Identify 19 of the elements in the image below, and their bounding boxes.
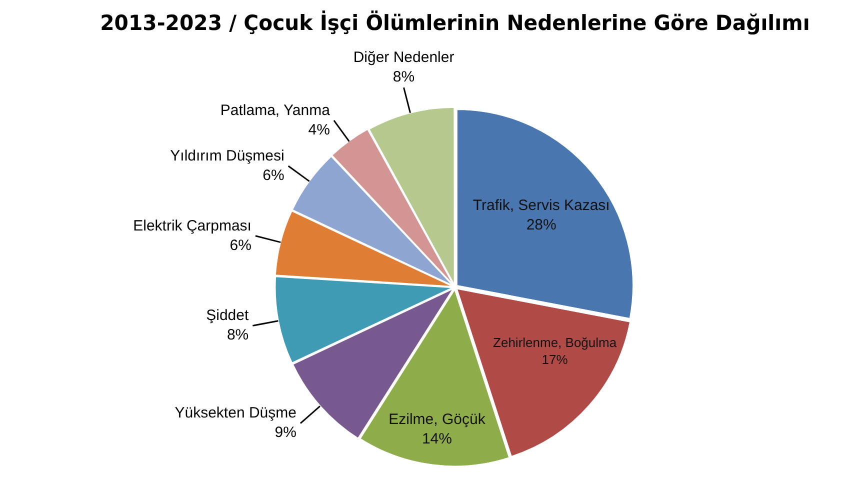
- slice-label: Yıldırım Düşmesi: [170, 147, 284, 164]
- data-label: 9%: [274, 424, 296, 442]
- slice-label: Patlama, Yanma: [220, 102, 331, 119]
- slice-label: Diğer Nedenler: [353, 49, 454, 66]
- data-label: 4%: [308, 121, 330, 138]
- data-label: 14%: [422, 430, 452, 448]
- data-label: 28%: [526, 216, 556, 234]
- data-label: 8%: [392, 68, 415, 86]
- data-label: 6%: [230, 236, 252, 254]
- chart-title: 2013-2023 / Çocuk İşçi Ölümlerinin Nedenlerine Göre Dağılımı: [100, 10, 810, 36]
- data-label: 8%: [226, 326, 249, 344]
- data-label: 17%: [542, 352, 568, 367]
- slice-label: Elektrik Çarpması: [133, 217, 252, 234]
- slice-label: Şiddet: [206, 307, 250, 324]
- data-label: 6%: [262, 166, 284, 184]
- slice-label: Trafik, Servis Kazası: [472, 197, 610, 214]
- slice-label: Ezilme, Göçük: [388, 411, 486, 428]
- slice-label: Zehirlenme, Boğulma: [493, 335, 618, 350]
- slice-label: Yüksekten Düşme: [174, 404, 296, 422]
